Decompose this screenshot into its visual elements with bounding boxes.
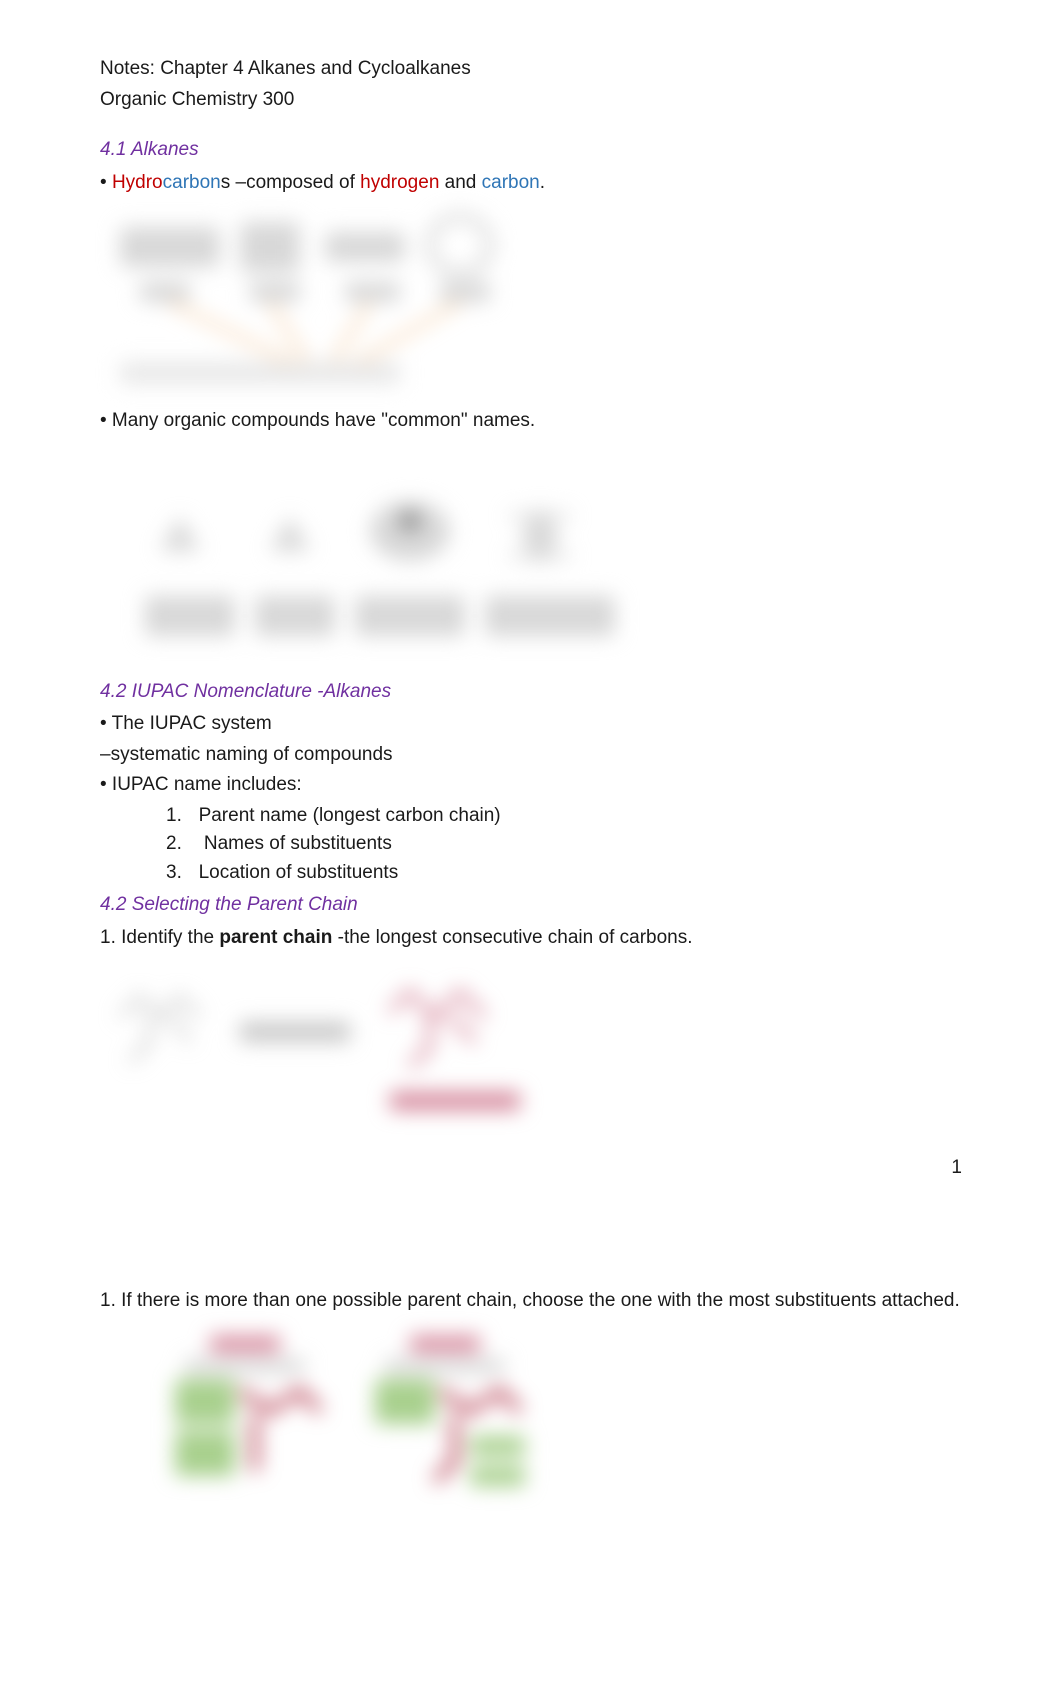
list-item-2: 2. Names of substituents	[156, 830, 962, 859]
text-carbon: carbon	[163, 172, 221, 193]
spacer	[100, 1137, 962, 1287]
document-page: Notes: Chapter 4 Alkanes and Cycloalkane…	[0, 0, 1062, 1571]
list-text: Location of substituents	[199, 862, 399, 883]
figure-hydrocarbon-types	[100, 207, 962, 397]
list-item-1: 1. Parent name (longest carbon chain)	[156, 802, 962, 831]
text-post: -the longest consecutive chain of carbon…	[332, 927, 692, 948]
bullet-prefix: •	[100, 172, 112, 193]
header-subtitle: Organic Chemistry 300	[100, 86, 962, 115]
list-item-3: 3. Location of substituents	[156, 859, 962, 888]
bullet-common-names: • Many organic compounds have "common" n…	[100, 407, 962, 436]
line-identify-parent: 1. Identify the parent chain -the longes…	[100, 924, 962, 953]
list-num: 1.	[166, 802, 188, 831]
text-period: .	[540, 172, 545, 193]
figure-common-names	[120, 466, 962, 656]
list-num: 2.	[166, 830, 188, 859]
section-heading-4-2-nomenclature: 4.2 IUPAC Nomenclature -Alkanes	[100, 678, 962, 707]
text-bold-parent-chain: parent chain	[219, 927, 332, 948]
text-mid: s –composed of	[221, 172, 360, 193]
header-title: Notes: Chapter 4 Alkanes and Cycloalkane…	[100, 55, 962, 84]
list-text: Parent name (longest carbon chain)	[199, 805, 501, 826]
text-and: and	[439, 172, 481, 193]
bullet-hydrocarbons: • Hydrocarbons –composed of hydrogen and…	[100, 169, 962, 198]
line-multiple-parent-chains: 1. If there is more than one possible pa…	[100, 1287, 962, 1316]
text-pre: 1. Identify the	[100, 927, 219, 948]
figure-substituent-choice	[155, 1331, 962, 1511]
text-hydrogen: hydrogen	[360, 172, 439, 193]
text-hydro: Hydro	[112, 172, 163, 193]
section-heading-4-1: 4.1 Alkanes	[100, 136, 962, 165]
text-carbon2: carbon	[482, 172, 540, 193]
bullet-iupac-includes: • IUPAC name includes:	[100, 771, 962, 800]
figure-parent-chain	[100, 967, 962, 1127]
list-text: Names of substituents	[199, 833, 392, 854]
bullet-iupac-system: • The IUPAC system	[100, 710, 962, 739]
page-number: 1	[951, 1154, 962, 1183]
line-systematic: –systematic naming of compounds	[100, 741, 962, 770]
list-num: 3.	[166, 859, 188, 888]
section-heading-4-2-parent: 4.2 Selecting the Parent Chain	[100, 891, 962, 920]
